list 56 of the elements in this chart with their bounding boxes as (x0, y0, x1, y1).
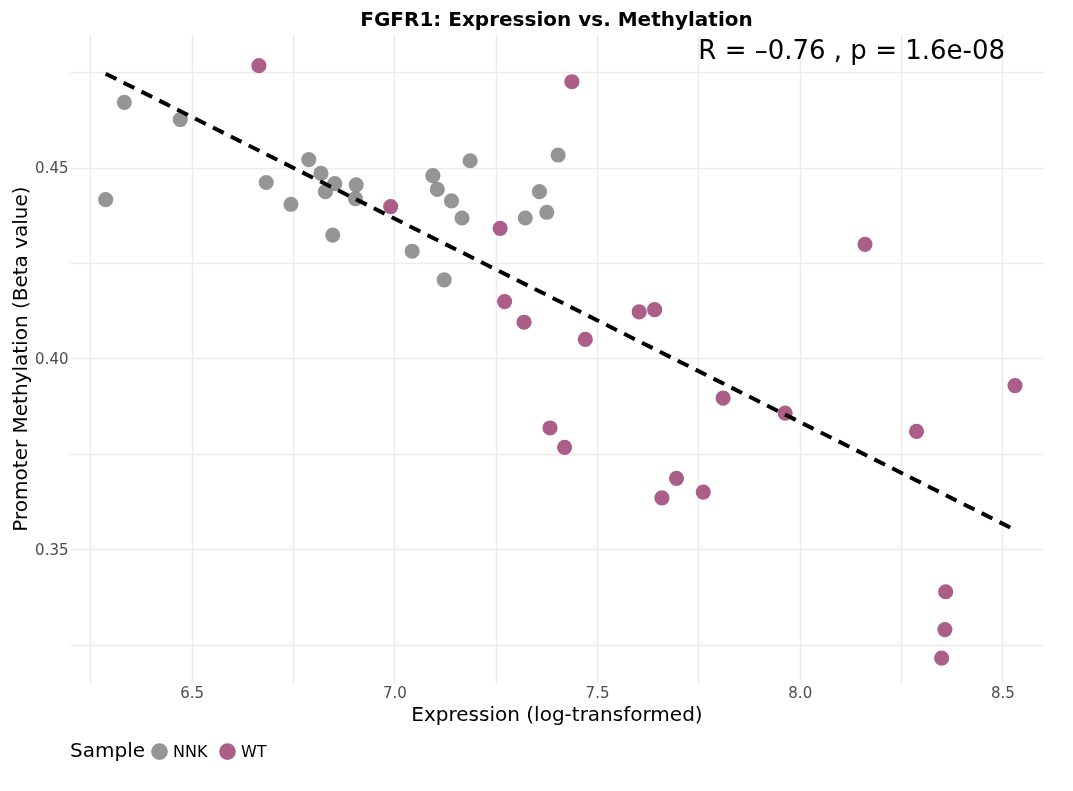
legend-label: WT (241, 741, 267, 761)
y-tick-label: 0.40 (35, 350, 69, 368)
point (577, 331, 593, 347)
x-tick-label: 8.0 (788, 683, 813, 702)
point (404, 243, 420, 259)
point (668, 470, 685, 486)
chart-title: FGFR1: Expression vs. Methylation (360, 7, 753, 31)
point (631, 304, 647, 320)
point (516, 314, 532, 330)
point (497, 294, 513, 310)
point (557, 439, 573, 456)
x-tick-label: 8.5 (991, 683, 1015, 702)
point (542, 420, 558, 436)
point (934, 650, 950, 666)
point (539, 204, 555, 220)
point (908, 423, 925, 439)
legend-label: NNK (173, 741, 208, 761)
point (937, 621, 953, 638)
point (325, 227, 341, 243)
point (283, 196, 299, 212)
y-tick-label: 0.35 (35, 540, 69, 559)
x-tick-label: 6.5 (180, 683, 205, 702)
point (857, 236, 873, 252)
x-tick-label: 7.5 (585, 683, 610, 702)
point (531, 184, 548, 200)
point (654, 490, 670, 506)
point (443, 193, 460, 209)
point (172, 111, 188, 128)
point (462, 153, 478, 169)
point (715, 390, 731, 406)
point (436, 272, 452, 288)
x-axis-title: Expression (log-transformed) (411, 701, 703, 726)
point (492, 220, 508, 236)
point (454, 210, 470, 226)
point (564, 74, 580, 90)
x-tick-label: 7.0 (382, 683, 407, 702)
point (1007, 378, 1023, 394)
point (429, 181, 445, 197)
y-axis-title: Promoter Methylation (Beta value) (8, 186, 33, 532)
point (425, 168, 441, 184)
point (348, 177, 364, 193)
y-tick-label: 0.45 (35, 159, 69, 178)
point (98, 192, 114, 208)
legend-title: Sample (70, 738, 145, 762)
point (695, 484, 711, 500)
point (251, 58, 267, 74)
point (313, 165, 329, 181)
point (647, 302, 663, 318)
point (116, 94, 132, 110)
point (938, 584, 954, 600)
annotation: R = –0.76 , p = 1.6e-08 (698, 35, 1005, 65)
point (258, 174, 274, 191)
point (301, 152, 317, 168)
point (383, 198, 399, 215)
point (517, 210, 533, 226)
point (550, 147, 566, 163)
